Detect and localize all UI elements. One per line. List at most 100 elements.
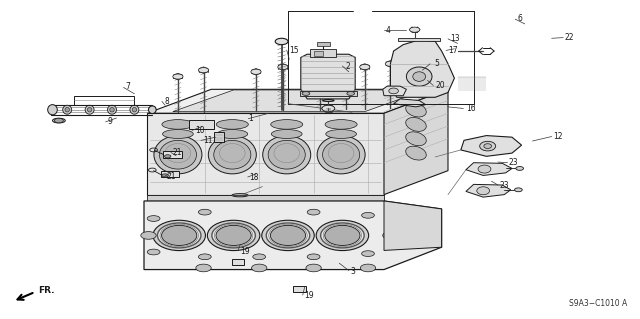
Circle shape (515, 188, 522, 192)
Polygon shape (147, 89, 448, 113)
Text: 6: 6 (517, 14, 522, 23)
Ellipse shape (321, 223, 364, 248)
Bar (317, 42, 330, 46)
Ellipse shape (208, 136, 256, 174)
Ellipse shape (406, 146, 426, 160)
Ellipse shape (406, 67, 432, 86)
Text: 7: 7 (125, 82, 131, 91)
Text: 19: 19 (305, 291, 314, 300)
Bar (232, 259, 244, 265)
Polygon shape (394, 99, 426, 107)
Ellipse shape (477, 187, 490, 195)
Ellipse shape (263, 136, 311, 174)
Text: 23: 23 (499, 181, 509, 189)
Text: 13: 13 (450, 34, 460, 43)
Ellipse shape (325, 225, 360, 246)
Ellipse shape (88, 108, 92, 112)
Ellipse shape (307, 254, 320, 260)
Ellipse shape (406, 132, 426, 146)
Bar (293, 286, 306, 292)
Ellipse shape (406, 103, 426, 117)
Ellipse shape (406, 117, 426, 131)
Circle shape (164, 155, 171, 158)
Ellipse shape (316, 220, 369, 251)
Text: 20: 20 (435, 81, 445, 90)
Ellipse shape (48, 105, 58, 115)
Text: 19: 19 (240, 247, 250, 256)
Ellipse shape (147, 249, 160, 255)
Ellipse shape (163, 130, 193, 138)
Polygon shape (144, 201, 442, 270)
Circle shape (340, 63, 351, 68)
Circle shape (410, 27, 420, 32)
Bar (310, 49, 336, 57)
Ellipse shape (85, 105, 94, 114)
Bar (189, 120, 214, 129)
Ellipse shape (271, 130, 302, 138)
Polygon shape (384, 89, 448, 195)
Ellipse shape (325, 120, 357, 129)
Ellipse shape (216, 225, 251, 246)
Ellipse shape (484, 144, 492, 149)
Circle shape (302, 92, 310, 95)
Ellipse shape (323, 140, 360, 169)
Ellipse shape (268, 140, 305, 169)
Ellipse shape (198, 209, 211, 215)
Ellipse shape (390, 235, 403, 241)
Circle shape (360, 264, 376, 272)
Text: S9A3−C1010 A: S9A3−C1010 A (569, 299, 627, 308)
Ellipse shape (207, 220, 260, 251)
Ellipse shape (262, 220, 314, 251)
Circle shape (383, 232, 398, 239)
Circle shape (141, 232, 156, 239)
Circle shape (196, 264, 211, 272)
Ellipse shape (480, 141, 496, 151)
Text: 4: 4 (386, 26, 391, 35)
Ellipse shape (323, 100, 334, 101)
Circle shape (54, 118, 63, 123)
Polygon shape (390, 40, 454, 97)
Ellipse shape (157, 223, 201, 248)
Polygon shape (301, 54, 355, 99)
Text: 9: 9 (108, 117, 113, 126)
Bar (161, 171, 179, 177)
Circle shape (322, 105, 335, 112)
Text: 21: 21 (166, 172, 176, 181)
Text: 1: 1 (248, 114, 253, 123)
Polygon shape (384, 201, 442, 250)
Ellipse shape (413, 72, 426, 81)
Text: 11: 11 (204, 136, 213, 145)
Ellipse shape (362, 251, 374, 256)
Polygon shape (383, 86, 406, 96)
Circle shape (347, 92, 355, 95)
Text: 15: 15 (289, 46, 299, 55)
Ellipse shape (216, 120, 248, 129)
Text: 21: 21 (173, 148, 182, 157)
Text: 5: 5 (434, 59, 439, 68)
Text: 17: 17 (448, 46, 458, 55)
Ellipse shape (110, 108, 115, 112)
Circle shape (306, 264, 321, 272)
Ellipse shape (478, 165, 491, 173)
Ellipse shape (217, 130, 248, 138)
Polygon shape (461, 136, 522, 156)
Ellipse shape (307, 209, 320, 215)
Bar (398, 38, 440, 41)
Ellipse shape (52, 118, 65, 123)
Polygon shape (466, 163, 512, 175)
Ellipse shape (132, 108, 137, 112)
Bar (314, 51, 323, 56)
Text: 10: 10 (195, 126, 205, 135)
Polygon shape (147, 195, 384, 201)
Circle shape (162, 174, 168, 177)
Ellipse shape (108, 105, 116, 114)
Ellipse shape (388, 88, 398, 94)
Polygon shape (173, 90, 426, 112)
Ellipse shape (162, 225, 197, 246)
Ellipse shape (148, 106, 156, 114)
Circle shape (516, 167, 524, 170)
Text: 18: 18 (250, 173, 259, 182)
Ellipse shape (317, 136, 365, 174)
Text: 12: 12 (554, 132, 563, 141)
Ellipse shape (270, 225, 306, 246)
